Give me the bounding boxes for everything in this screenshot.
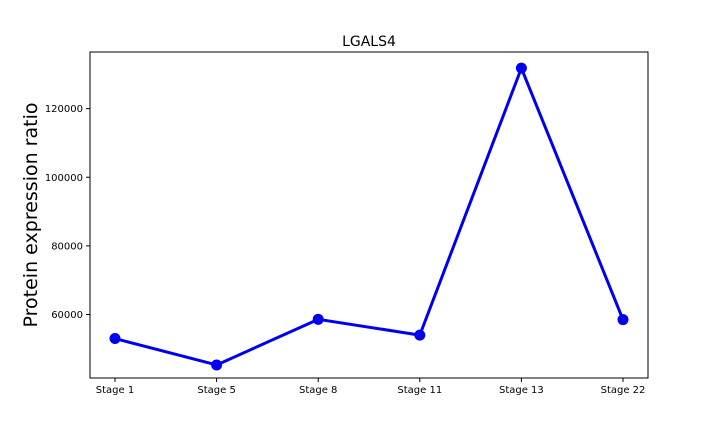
data-point xyxy=(312,313,324,325)
x-tick-label: Stage 22 xyxy=(601,385,646,396)
data-point xyxy=(211,359,223,371)
chart-title: LGALS4 xyxy=(342,34,396,50)
x-tick-label: Stage 1 xyxy=(96,385,134,396)
y-tick-label: 80000 xyxy=(51,241,83,252)
series-line xyxy=(114,66,625,367)
series-marks xyxy=(109,62,629,371)
data-point xyxy=(617,314,629,326)
data-point xyxy=(414,329,426,341)
y-axis-label: Protein expression ratio xyxy=(20,103,42,328)
x-tick-label: Stage 5 xyxy=(197,385,235,396)
y-tick-label: 60000 xyxy=(51,310,83,321)
y-tick-label: 120000 xyxy=(45,104,83,115)
plot-background xyxy=(90,52,648,378)
x-tick-label: Stage 11 xyxy=(397,385,442,396)
data-point xyxy=(109,333,121,345)
plot-frame xyxy=(89,51,649,379)
x-tick-label: Stage 13 xyxy=(499,385,544,396)
data-point xyxy=(515,62,527,74)
x-tick-label: Stage 8 xyxy=(299,385,337,396)
y-tick-label: 100000 xyxy=(45,173,83,184)
axis-ticks: Stage 1 Stage 5 Stage 8 Stage 11 Stage 13 Sta… xyxy=(45,104,646,396)
